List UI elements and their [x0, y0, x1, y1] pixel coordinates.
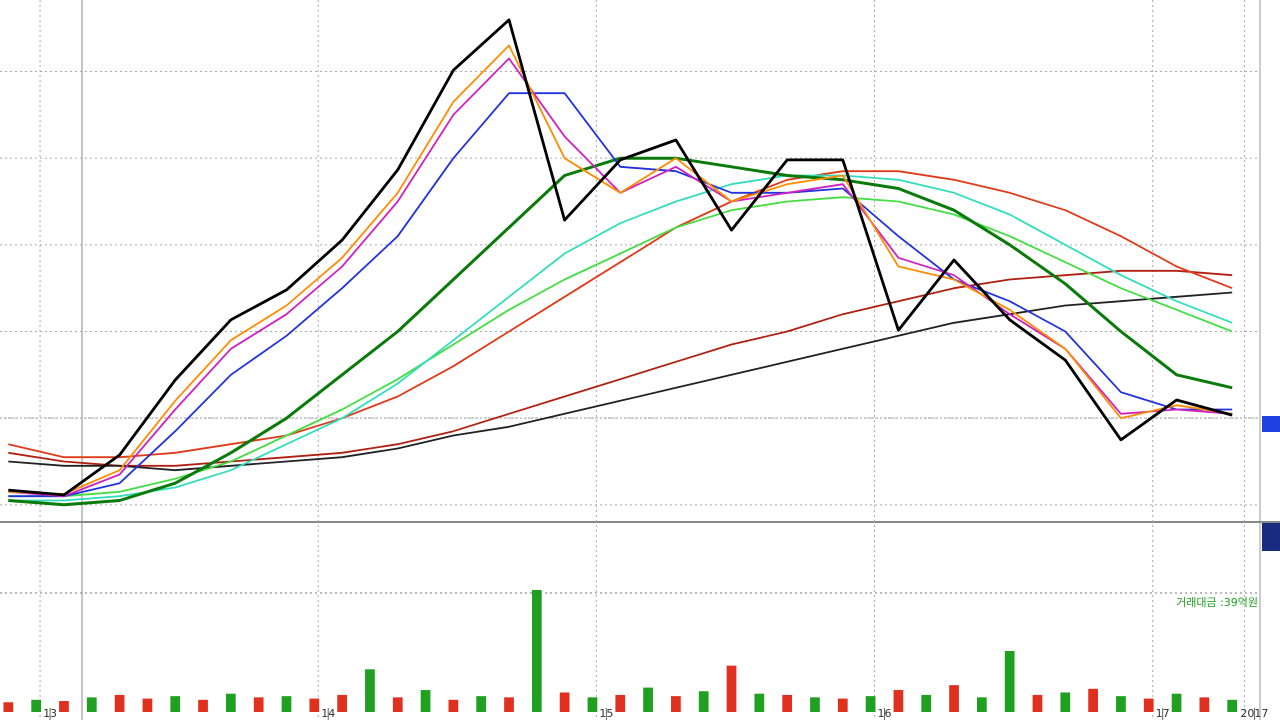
- volume-bar: [59, 701, 69, 712]
- volume-bar: [1004, 651, 1015, 712]
- volume-bar: [1143, 698, 1154, 712]
- x-tick-label: 17: [1156, 707, 1170, 720]
- volume-bar: [365, 669, 375, 712]
- ma-line: [8, 196, 1233, 498]
- volume-bar: [837, 698, 848, 712]
- volume-bar: [893, 690, 904, 712]
- x-tick-label: 16: [878, 707, 892, 720]
- volume-bar: [170, 696, 181, 712]
- price-box: [1262, 416, 1280, 432]
- volume-bar: [754, 693, 765, 712]
- ma-line: [8, 18, 1233, 497]
- volume-annotation: 거래대금 :39억원: [1176, 596, 1258, 609]
- volume-bar: [559, 692, 570, 712]
- volume-bar: [865, 696, 876, 712]
- volume-bar: [782, 694, 793, 712]
- volume-bar: [643, 687, 653, 712]
- volume-bar: [225, 693, 236, 712]
- ma-line: [8, 92, 1233, 498]
- volume-bar: [86, 697, 97, 712]
- volume-bar: [31, 699, 42, 712]
- volume-bar: [114, 694, 125, 712]
- volume-bar: [1227, 699, 1238, 712]
- volume-bar: [1060, 692, 1071, 712]
- volume-bar: [615, 694, 626, 712]
- volume-bar: [587, 697, 598, 712]
- ma-line: [8, 174, 1233, 502]
- volume-bar: [698, 691, 709, 712]
- ma-line: [8, 170, 1233, 459]
- volume-bar: [392, 697, 403, 712]
- volume-bar: [337, 694, 347, 712]
- volume-bar: [976, 697, 987, 712]
- volume-bar: [1199, 697, 1210, 712]
- volume-bar: [671, 696, 681, 712]
- volume-bar: [1032, 694, 1043, 712]
- volume-bar: [504, 697, 514, 712]
- indicator-box: [1262, 523, 1280, 551]
- volume-bar: [1088, 688, 1098, 712]
- ma-line: [8, 44, 1233, 495]
- volume-bar: [921, 694, 932, 712]
- volume-bar: [476, 696, 487, 712]
- volume-bar: [1171, 693, 1182, 712]
- volume-bar: [309, 698, 320, 712]
- volume-bar: [142, 698, 153, 712]
- volume-bar: [3, 702, 14, 712]
- volume-bar: [531, 590, 542, 712]
- x-tick-label: 2017: [1240, 707, 1268, 720]
- volume-bar: [949, 685, 959, 712]
- x-tick-label: 14: [321, 707, 335, 720]
- volume-bar: [281, 696, 292, 712]
- volume-bar: [448, 699, 459, 712]
- x-tick-label: 13: [43, 707, 57, 720]
- ma-line: [8, 156, 1233, 507]
- volume-bar: [810, 697, 820, 712]
- volume-bar: [1116, 696, 1126, 712]
- volume-bar: [253, 697, 264, 712]
- volume-bar: [726, 665, 737, 712]
- volume-bar: [198, 699, 208, 712]
- x-tick-label: 15: [599, 707, 613, 720]
- volume-bar: [420, 690, 431, 712]
